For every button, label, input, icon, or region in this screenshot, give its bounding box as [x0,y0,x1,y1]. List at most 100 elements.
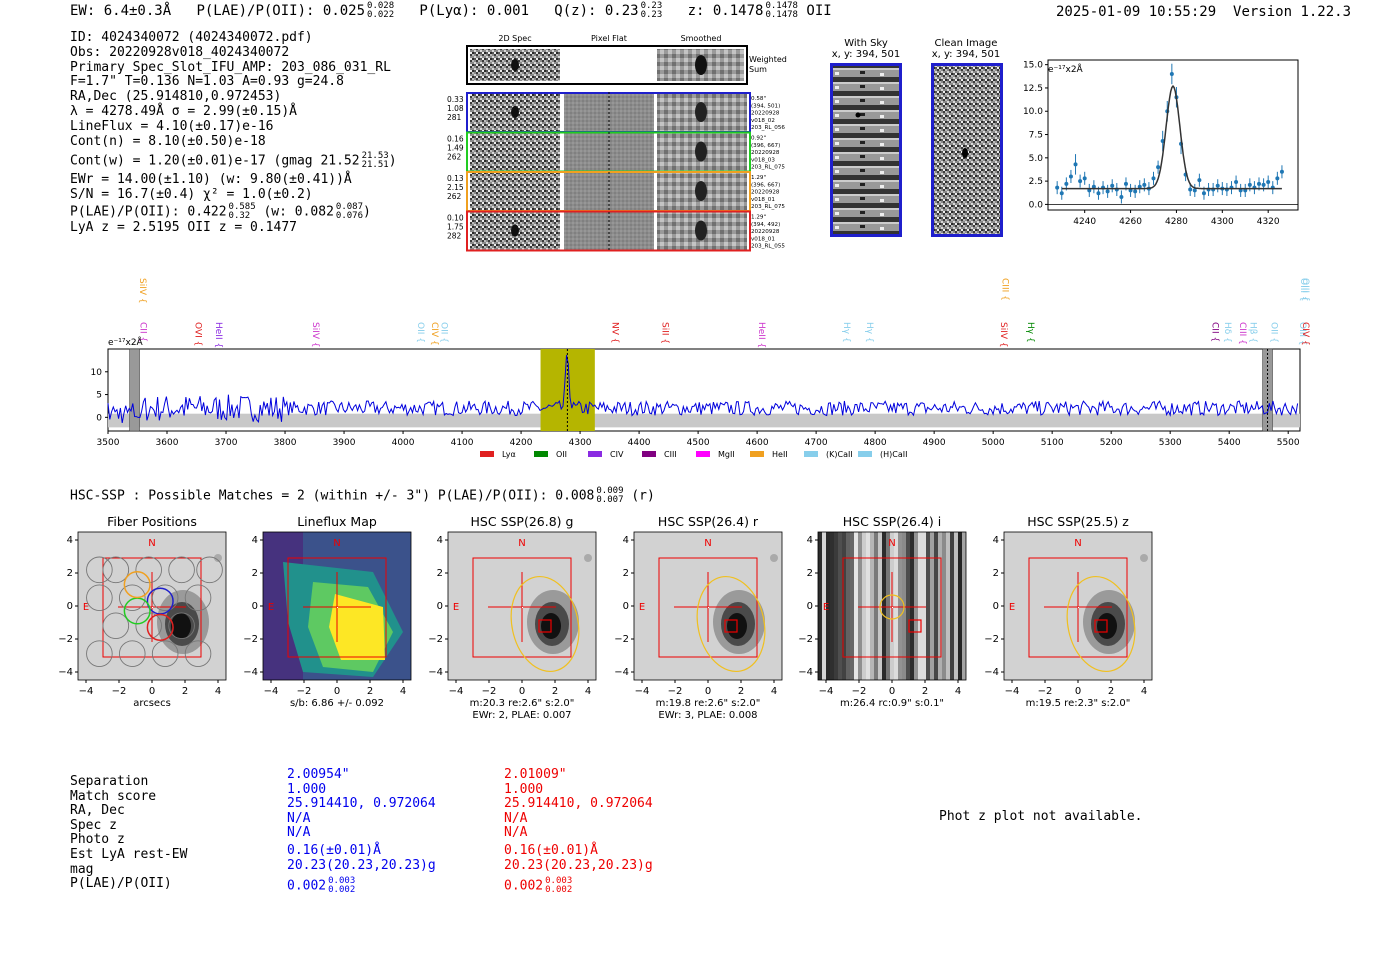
legend-swatch [480,451,494,457]
emission-line-label: HeII { [756,322,766,348]
blue-plae-value: 0.002 [287,878,327,894]
spectrum-ytick-label: 10 [91,368,103,378]
info-contw: Cont(w) = 1.20(±0.01)e-17 (gmag 21.52 21.… [70,152,397,170]
emission-line-label: Hγ { [841,322,851,343]
panel-xtick-label: 4 [771,686,777,697]
legend-swatch [588,451,602,457]
compass-east: E [268,602,274,613]
hsc-plae-hi: 0.009 [596,486,624,496]
fit-data-point [1133,189,1138,194]
emission-line-label: CIII { [1237,322,1247,345]
fiber-circle [118,584,146,612]
panel-ytick-label: −2 [243,634,258,645]
compass-north: N [704,538,711,549]
info-primary: Primary Spec_Slot_IFU_AMP: 203_086_031_R… [70,59,391,75]
blue-spec-z: N/A [287,810,311,826]
panel-xlabel: m:26.4 rc:0.9" s:0.1" [840,698,944,709]
legend-swatch [642,451,656,457]
col-2d-spec: 2D Spec [498,34,531,43]
red-plae-value: 0.002 [504,878,544,894]
spectrum-xtick-label: 3600 [156,438,179,448]
emission-line-label: Hγ { [864,322,874,343]
source-marker-box [724,619,738,633]
label-plae: P(LAE)/P(OII) [70,876,172,892]
fit-data-point [1087,188,1092,193]
fiber-circle [102,612,130,640]
exposure-meta: 0.92" [751,136,766,142]
weighted-sum-row [466,45,748,85]
emission-line-label: Hγ { [1025,322,1035,343]
info-block: ID: 4024340072 (4024340072.pdf) Obs: 202… [70,30,397,236]
panel-aperture-box [842,557,942,658]
header-bar: EW: 6.4±0.3Å P(LAE)/P(OII): 0.025 0.028 0.… [70,2,832,20]
red-match-score: 1.000 [504,781,544,797]
fit-data-point [1257,181,1262,186]
emission-line-label: CII { [1210,322,1220,342]
label-photo-z: Photo z [70,832,125,848]
weighted-sum-label-1: Weighted [749,55,787,64]
panel-aperture-box [287,557,387,658]
header-qz-lo: 0.23 [640,10,663,20]
red-est-lya: 0.16(±0.01)Å [504,842,598,858]
info-radec: RA,Dec (25.914810,0.972453) [70,89,282,105]
fit-ytick-label: 2.5 [1029,177,1043,187]
emission-line-label: OII { [1269,322,1279,343]
panel-ytick-label: −4 [984,667,999,678]
compass-north: N [518,538,525,549]
emission-line-label: Hδ { [1222,322,1232,343]
spectrum-xtick-label: 3500 [97,438,120,448]
panel-xtick-label: 2 [552,686,558,697]
legend-label: CIV [610,450,624,459]
fit-ytick-label: 7.5 [1029,131,1043,141]
fit-data-point [1261,182,1266,187]
fit-axes-frame [1047,59,1299,211]
panel-ytick-label: −4 [614,667,629,678]
image-panel: HSC SSP(26.4) i N E −4 4 −2 2 0 0 2 −2 4 −4 m:26.4 rc… [798,514,967,709]
fit-data-point [1169,71,1174,76]
spectrum-xtick-label: 3900 [333,438,356,448]
fiber-circle [135,556,162,584]
info-plae-w-lo: 0.076 [335,210,364,221]
legend-swatch [858,451,872,457]
clean-image [931,63,1003,237]
exposure-source [511,106,519,118]
fit-ytick-label: 10.0 [1023,107,1043,117]
panel-xtick-label: −2 [668,686,683,697]
panel-xlabel: m:19.5 re:2.3" s:2.0" [1026,698,1131,709]
fit-data-point [1279,169,1284,174]
panel-xtick-label: 4 [1141,686,1147,697]
info-contn: Cont(n) = 8.10(±0.50)e-18 [70,133,266,149]
spectrum-noise-band [108,413,1300,428]
label-mag: mag [70,861,94,877]
emission-line-label: OIII { [1298,278,1308,302]
panel-xtick-label: −2 [482,686,497,697]
fit-xtick-label: 4320 [1257,217,1280,227]
info-plae: P(LAE)/P(OII): 0.422 0.585 0.32 (w: 0.082 0… [70,201,397,221]
panel-xtick-label: 2 [738,686,744,697]
panel-xtick-label: 2 [182,686,188,697]
exposure-meta: 203_RL_075 [751,204,785,210]
label-separation: Separation [70,774,149,789]
match-labels: Separation Match score RA, Dec Spec z Ph… [70,774,187,892]
clean-image-title: Clean Image x, y: 394, 501 [920,38,1012,60]
info-obs: Obs: 20220928v018_4024340072 [70,44,290,60]
red-separation: 2.01009" [504,767,567,782]
fit-data-point [1059,191,1064,196]
panel-xlabel: m:20.3 re:2.6" s:2.0" [470,698,575,709]
panel-ytick-label: −2 [984,634,999,645]
hsc-band: (r) [631,488,655,504]
fiber-circle [102,556,130,584]
panel-ytick-label: 4 [993,535,999,546]
panel-xtick-label: −2 [1038,686,1053,697]
cutout-grid: 2D Spec Pixel Flat Smoothed Weighted Sum… [447,34,787,252]
emission-line-label: OII { [415,322,425,343]
fiber-circle [86,584,113,612]
info-plae-w-hi: 0.087 [335,201,364,212]
fiber-circle [184,640,212,667]
exposure-stat: 1.49 [447,144,464,153]
legend-label: (K)CaII [826,450,853,459]
exposure-source-smoothed [695,141,707,162]
fit-data-point [1234,180,1239,185]
line-fit-chart: e⁻¹⁷x2Å 0.0 2.5 5.0 7.5 10.0 12.5 15.0 4240 4260… [1023,59,1299,227]
